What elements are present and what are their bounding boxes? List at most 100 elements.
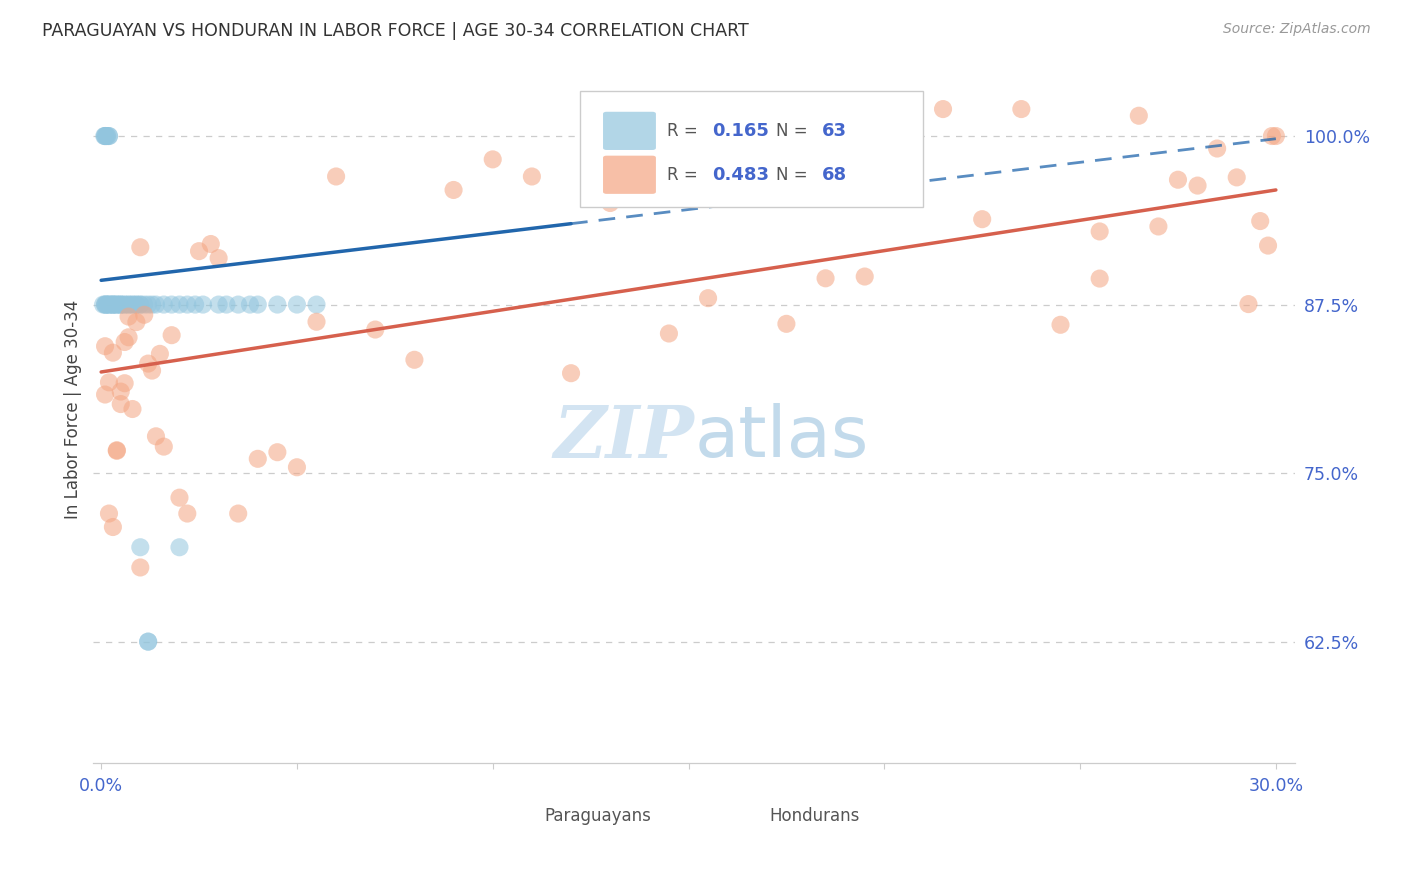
Point	[94, 297, 117, 311]
Point	[697, 291, 720, 305]
Point	[226, 297, 249, 311]
Point	[114, 334, 136, 349]
Point	[176, 507, 198, 521]
Point	[117, 297, 139, 311]
Point	[364, 322, 387, 336]
Point	[1049, 318, 1071, 332]
Point	[110, 297, 132, 311]
Point	[184, 297, 207, 311]
Point	[1128, 109, 1150, 123]
Point	[94, 297, 117, 311]
Point	[98, 129, 121, 144]
Point	[96, 297, 118, 311]
Point	[117, 330, 139, 344]
Text: N =: N =	[776, 122, 813, 140]
Point	[1264, 129, 1286, 144]
Point	[98, 297, 121, 311]
Point	[207, 297, 229, 311]
Point	[98, 129, 121, 144]
Point	[149, 347, 172, 361]
Point	[1261, 129, 1284, 144]
Text: 0.165: 0.165	[713, 122, 769, 140]
Text: Source: ZipAtlas.com: Source: ZipAtlas.com	[1223, 22, 1371, 37]
Point	[105, 297, 128, 311]
FancyBboxPatch shape	[740, 802, 785, 828]
Point	[814, 271, 837, 285]
Point	[1010, 102, 1032, 116]
Point	[520, 169, 543, 184]
FancyBboxPatch shape	[581, 90, 922, 207]
Point	[188, 244, 211, 259]
Point	[110, 297, 132, 311]
Point	[145, 429, 167, 443]
Point	[972, 212, 994, 227]
Point	[153, 297, 176, 311]
Point	[110, 384, 132, 399]
Text: PARAGUAYAN VS HONDURAN IN LABOR FORCE | AGE 30-34 CORRELATION CHART: PARAGUAYAN VS HONDURAN IN LABOR FORCE | …	[42, 22, 749, 40]
Text: 0.483: 0.483	[713, 166, 769, 184]
Text: ZIP: ZIP	[554, 402, 695, 473]
Point	[129, 541, 152, 555]
Point	[239, 297, 262, 311]
Text: 63: 63	[823, 122, 846, 140]
Point	[325, 169, 347, 184]
Y-axis label: In Labor Force | Age 30-34: In Labor Force | Age 30-34	[65, 300, 82, 518]
Point	[129, 297, 152, 311]
Point	[1226, 170, 1249, 185]
Text: R =: R =	[666, 166, 703, 184]
Point	[141, 297, 163, 311]
Point	[169, 297, 191, 311]
Point	[1147, 219, 1170, 234]
Point	[169, 491, 191, 505]
Text: R =: R =	[666, 122, 703, 140]
Point	[160, 328, 183, 343]
Point	[125, 297, 148, 311]
Point	[101, 297, 124, 311]
Point	[101, 345, 124, 359]
FancyBboxPatch shape	[516, 802, 562, 828]
Point	[117, 310, 139, 324]
Point	[105, 297, 128, 311]
Point	[246, 297, 269, 311]
Point	[1249, 214, 1271, 228]
Point	[153, 440, 176, 454]
Point	[114, 297, 136, 311]
Point	[599, 196, 621, 211]
Point	[129, 240, 152, 254]
FancyBboxPatch shape	[603, 155, 657, 194]
Point	[658, 326, 681, 341]
Point	[1167, 172, 1189, 186]
Point	[169, 541, 191, 555]
Point	[443, 183, 465, 197]
Point	[134, 308, 156, 322]
Point	[145, 297, 167, 311]
Point	[285, 460, 308, 475]
Point	[101, 297, 124, 311]
Point	[136, 297, 159, 311]
Point	[114, 297, 136, 311]
Point	[191, 297, 214, 311]
Point	[98, 507, 121, 521]
Point	[105, 297, 128, 311]
Point	[200, 237, 222, 252]
Point	[114, 376, 136, 391]
Point	[105, 443, 128, 458]
Point	[1088, 224, 1111, 238]
Point	[94, 129, 117, 144]
Point	[560, 366, 582, 380]
Point	[110, 297, 132, 311]
Point	[125, 297, 148, 311]
Point	[101, 297, 124, 311]
Point	[94, 339, 117, 353]
Point	[136, 357, 159, 371]
Point	[305, 297, 328, 311]
Text: atlas: atlas	[695, 403, 869, 472]
Point	[305, 315, 328, 329]
Point	[94, 129, 117, 144]
Point	[226, 507, 249, 521]
Point	[176, 297, 198, 311]
Point	[1237, 297, 1260, 311]
Point	[1257, 238, 1279, 252]
Text: N =: N =	[776, 166, 813, 184]
Text: Paraguayans: Paraguayans	[544, 807, 651, 825]
